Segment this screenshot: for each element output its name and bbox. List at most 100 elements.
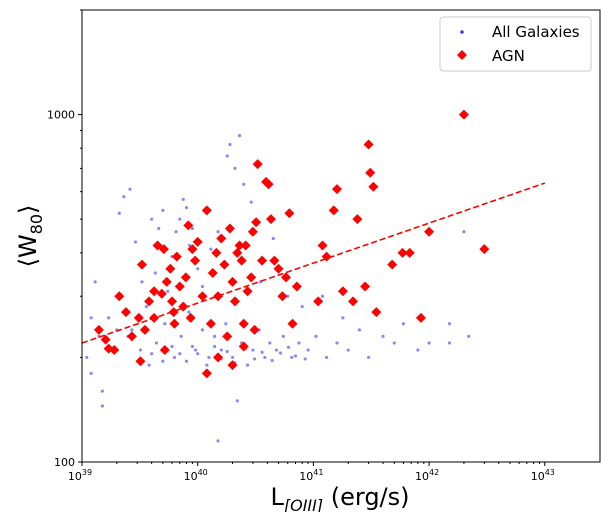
galaxy-point [249,200,253,204]
galaxy-point [200,328,205,332]
galaxy-point [278,351,283,355]
agn-point [136,259,147,270]
agn-point [397,247,408,258]
agn-point [149,286,160,297]
galaxy-point [274,348,279,352]
galaxy-point [194,348,198,352]
galaxy-point [324,355,329,360]
agn-point [171,251,182,262]
agn-point [257,255,268,266]
agn-point [174,281,185,292]
agn-point [479,244,490,255]
agn-point [211,247,222,258]
x-tick-label: 1041 [299,468,323,483]
agn-point [167,296,178,307]
galaxy-point [235,399,239,403]
galaxy-point [416,348,420,352]
agn-point [201,368,212,379]
galaxy-point [268,341,272,345]
galaxy-point [184,359,189,363]
galaxy-point [392,341,396,345]
galaxy-point [237,133,242,138]
legend-box [439,16,592,72]
galaxy-point [306,348,310,352]
agn-point [197,291,208,302]
agn-point [404,247,415,258]
agn-point [273,263,284,274]
galaxy-point [242,182,246,186]
galaxy-point [150,352,154,356]
legend: All Galaxies AGN [439,16,592,72]
galaxy-point [462,230,466,234]
galaxy-point [447,341,452,345]
galaxy-point [85,355,89,360]
agn-point [247,226,258,237]
galaxy-point [467,334,471,338]
agn-point [222,331,233,342]
agn-point [371,307,382,318]
galaxy-point [447,322,452,326]
galaxy-point [179,334,183,338]
galaxy-point [147,363,151,367]
agn-point [169,318,180,329]
galaxy-point [320,294,325,298]
agn-point [363,139,374,150]
galaxy-point [367,355,371,360]
agn-point [246,272,257,283]
galaxy-point [216,439,220,443]
galaxy-point [290,355,294,360]
galaxy-point [130,328,134,332]
agn-point [159,345,170,356]
x-tick-label: 1039 [68,468,92,483]
galaxy-point [263,355,267,360]
galaxy-point [270,358,274,363]
x-axis-title: L[OIII] (erg/s) [271,483,410,512]
agn-point [190,255,201,266]
agn-point [103,343,114,354]
galaxy-point [190,226,195,231]
agn-point [144,296,155,307]
agn-point [332,184,343,195]
galaxy-point [381,334,385,338]
agn-point [287,318,298,329]
galaxy-point [122,195,126,199]
agn-point [317,240,328,251]
agn-point [216,233,227,244]
agn-point [168,307,179,318]
agn-point [424,226,435,237]
galaxy-point [271,236,275,241]
agn-point [227,276,238,287]
x-tick-label: 1043 [531,468,555,483]
agn-point [120,307,131,318]
agn-point [139,324,150,335]
trend-line-layer [81,182,546,344]
galaxy-point [190,344,195,349]
agn-point [387,259,398,270]
galaxy-point [346,348,350,352]
galaxy-point [93,280,97,284]
trend-line [81,182,546,344]
galaxy-point [251,348,255,352]
agn-point [251,217,262,228]
agn-point [252,159,263,170]
galaxy-point [133,240,138,244]
galaxy-point [209,247,213,251]
galaxy-point [303,357,307,361]
galaxy-point [341,316,345,320]
agn-point [126,331,137,342]
agn-point [234,240,245,251]
galaxy-point [196,352,200,356]
agn-point [183,220,194,231]
agn-point [348,296,359,307]
galaxy-point [161,208,165,212]
axes-layer [81,9,601,463]
galaxy-point [228,142,232,147]
galaxy-point [225,154,229,158]
galaxy-point [233,166,237,170]
agn-point [281,272,292,283]
agn-point [269,255,280,266]
galaxy-point [225,349,229,354]
agn-point [240,240,251,251]
galaxy-point [154,341,159,345]
